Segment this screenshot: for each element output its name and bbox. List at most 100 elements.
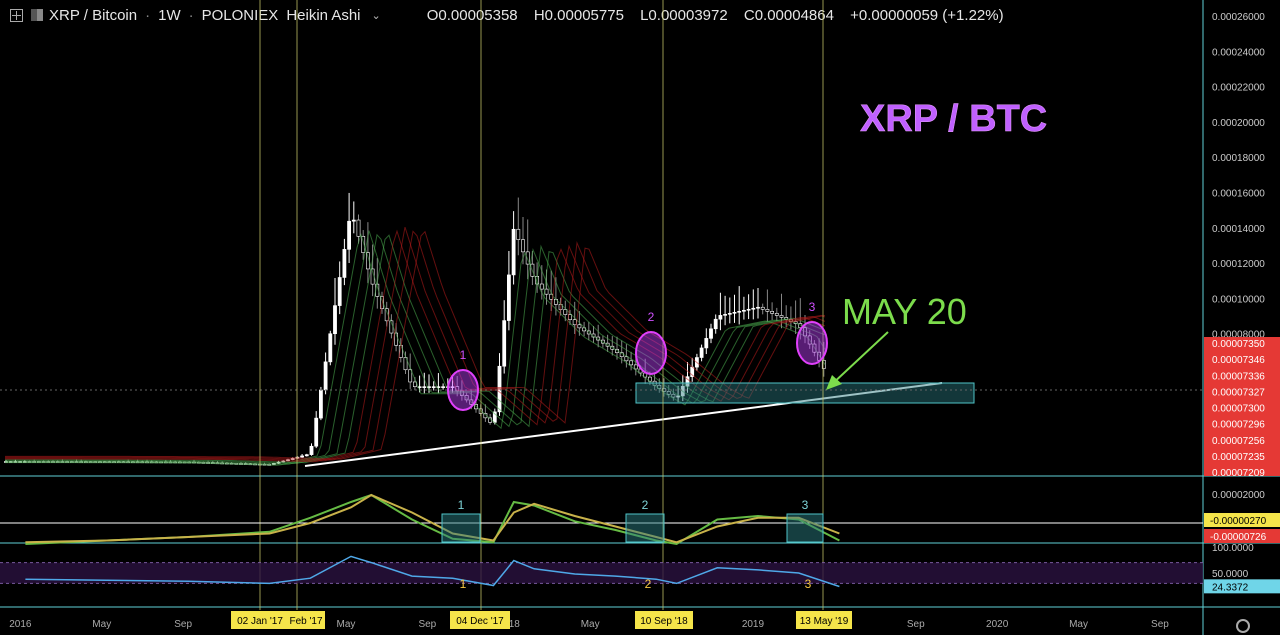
gear-icon[interactable] <box>1236 619 1250 633</box>
candle <box>304 454 309 457</box>
date-badge-text: 04 Dec '17 <box>456 616 504 627</box>
osc-badge-yellow <box>1204 513 1280 527</box>
x-axis-label: Sep <box>174 619 192 630</box>
annotation-circle <box>635 331 667 375</box>
candle <box>666 391 671 395</box>
candle <box>676 395 681 398</box>
y-axis-label: 0.00016000 <box>1212 189 1265 200</box>
candle <box>629 360 634 366</box>
ma-line <box>5 230 826 460</box>
candle <box>704 338 709 349</box>
rsi-value-badge <box>1204 579 1280 594</box>
callout-arrow <box>829 331 889 387</box>
ma-line <box>5 233 826 465</box>
y-axis-label: 0.00008000 <box>1212 330 1265 341</box>
candle <box>356 219 361 237</box>
candle <box>770 311 775 314</box>
y-axis-label: 0.00024000 <box>1212 47 1265 58</box>
candle <box>300 455 305 458</box>
y-axis-label: 0.00020000 <box>1212 118 1265 129</box>
candle <box>685 376 690 387</box>
osc-series-line <box>25 493 840 544</box>
candle <box>441 386 446 388</box>
ma-ribbon <box>5 226 826 466</box>
candle <box>821 360 826 369</box>
ma-line <box>5 233 826 466</box>
x-axis-label: 2019 <box>742 619 765 630</box>
y-axis-label: 0.00018000 <box>1212 153 1265 164</box>
candle <box>779 315 784 318</box>
close-value: C0.00004864 <box>743 6 834 24</box>
osc-badge-red <box>1204 529 1280 543</box>
candle <box>718 315 723 320</box>
candle <box>671 393 676 398</box>
date-badge-text: 13 May '19 <box>800 616 849 627</box>
osc-box-label: 2 <box>642 498 649 512</box>
candle <box>525 251 530 265</box>
chart-title: XRP / BTC <box>860 98 1047 140</box>
date-badge <box>635 611 693 629</box>
price-scale-label: 0.00007336 <box>1212 371 1265 382</box>
x-axis-label: Sep <box>907 619 925 630</box>
circle-label: 2 <box>648 310 655 324</box>
x-axis-label: May <box>92 619 111 630</box>
date-badge <box>231 611 289 629</box>
candle <box>741 309 746 312</box>
ma-line <box>5 234 826 464</box>
candle <box>314 417 319 447</box>
y-axis-label: 0.00026000 <box>1212 12 1265 23</box>
osc-box <box>441 513 481 543</box>
osc-box-label: 3 <box>802 498 809 512</box>
candle <box>516 228 521 240</box>
date-badge-text: Feb '17 <box>289 616 322 627</box>
price-scale-label: 0.00007235 <box>1212 452 1265 463</box>
candle <box>361 236 366 253</box>
candle <box>337 277 342 306</box>
candle <box>727 313 732 315</box>
candle <box>539 283 544 290</box>
candle <box>563 309 568 315</box>
chart-add-icon[interactable] <box>10 8 23 22</box>
candle <box>544 288 549 295</box>
circle-label: 1 <box>460 348 467 362</box>
candle <box>511 228 516 276</box>
price-scale-label: 0.00007346 <box>1212 355 1265 366</box>
candle <box>713 318 718 330</box>
rsi-number-label: 2 <box>645 577 652 591</box>
candle <box>408 369 413 383</box>
x-axis-label: 2020 <box>986 619 1009 630</box>
candle <box>751 307 756 310</box>
osc-badge-text: -0.00000726 <box>1210 532 1267 543</box>
callout-arrowhead <box>826 375 842 390</box>
osc-box <box>625 513 665 543</box>
candle <box>323 361 328 391</box>
candle <box>521 239 525 253</box>
symbol-name[interactable]: XRP / Bitcoin <box>49 6 138 24</box>
x-axis-label: May <box>1069 619 1088 630</box>
osc-box <box>786 513 824 543</box>
rsi-axis-label: 50.0000 <box>1212 569 1249 580</box>
date-badge <box>796 611 852 629</box>
date-badge-text: 02 Jan '17 <box>237 616 283 627</box>
price-scale-label: 0.00007327 <box>1212 387 1265 398</box>
rsi-band <box>0 562 1203 584</box>
date-badge <box>287 611 325 629</box>
candle <box>422 386 427 388</box>
osc-box-label: 1 <box>458 498 465 512</box>
candle <box>351 219 356 222</box>
change-value: +0.00000059 (+1.22%) <box>850 6 1004 24</box>
osc-axis-label: 0.00002000 <box>1212 490 1265 501</box>
rsi-number-label: 1 <box>460 577 467 591</box>
candle <box>328 333 333 363</box>
chart-style-label[interactable]: Heikin Ashi <box>286 6 361 24</box>
y-axis-label: 0.00012000 <box>1212 259 1265 270</box>
x-axis-label: Sep <box>418 619 436 630</box>
exchange-label: POLONIEX <box>201 6 279 24</box>
interval-label[interactable]: 1W <box>158 6 181 24</box>
price-scale-badge <box>1204 337 1280 476</box>
chevron-down-icon[interactable]: ⌄ <box>371 9 381 22</box>
chart-header: XRP / Bitcoin · 1W · POLONIEX Heikin Ash… <box>0 0 1205 30</box>
price-scale-label: 0.00007296 <box>1212 420 1265 431</box>
candle <box>723 314 728 316</box>
